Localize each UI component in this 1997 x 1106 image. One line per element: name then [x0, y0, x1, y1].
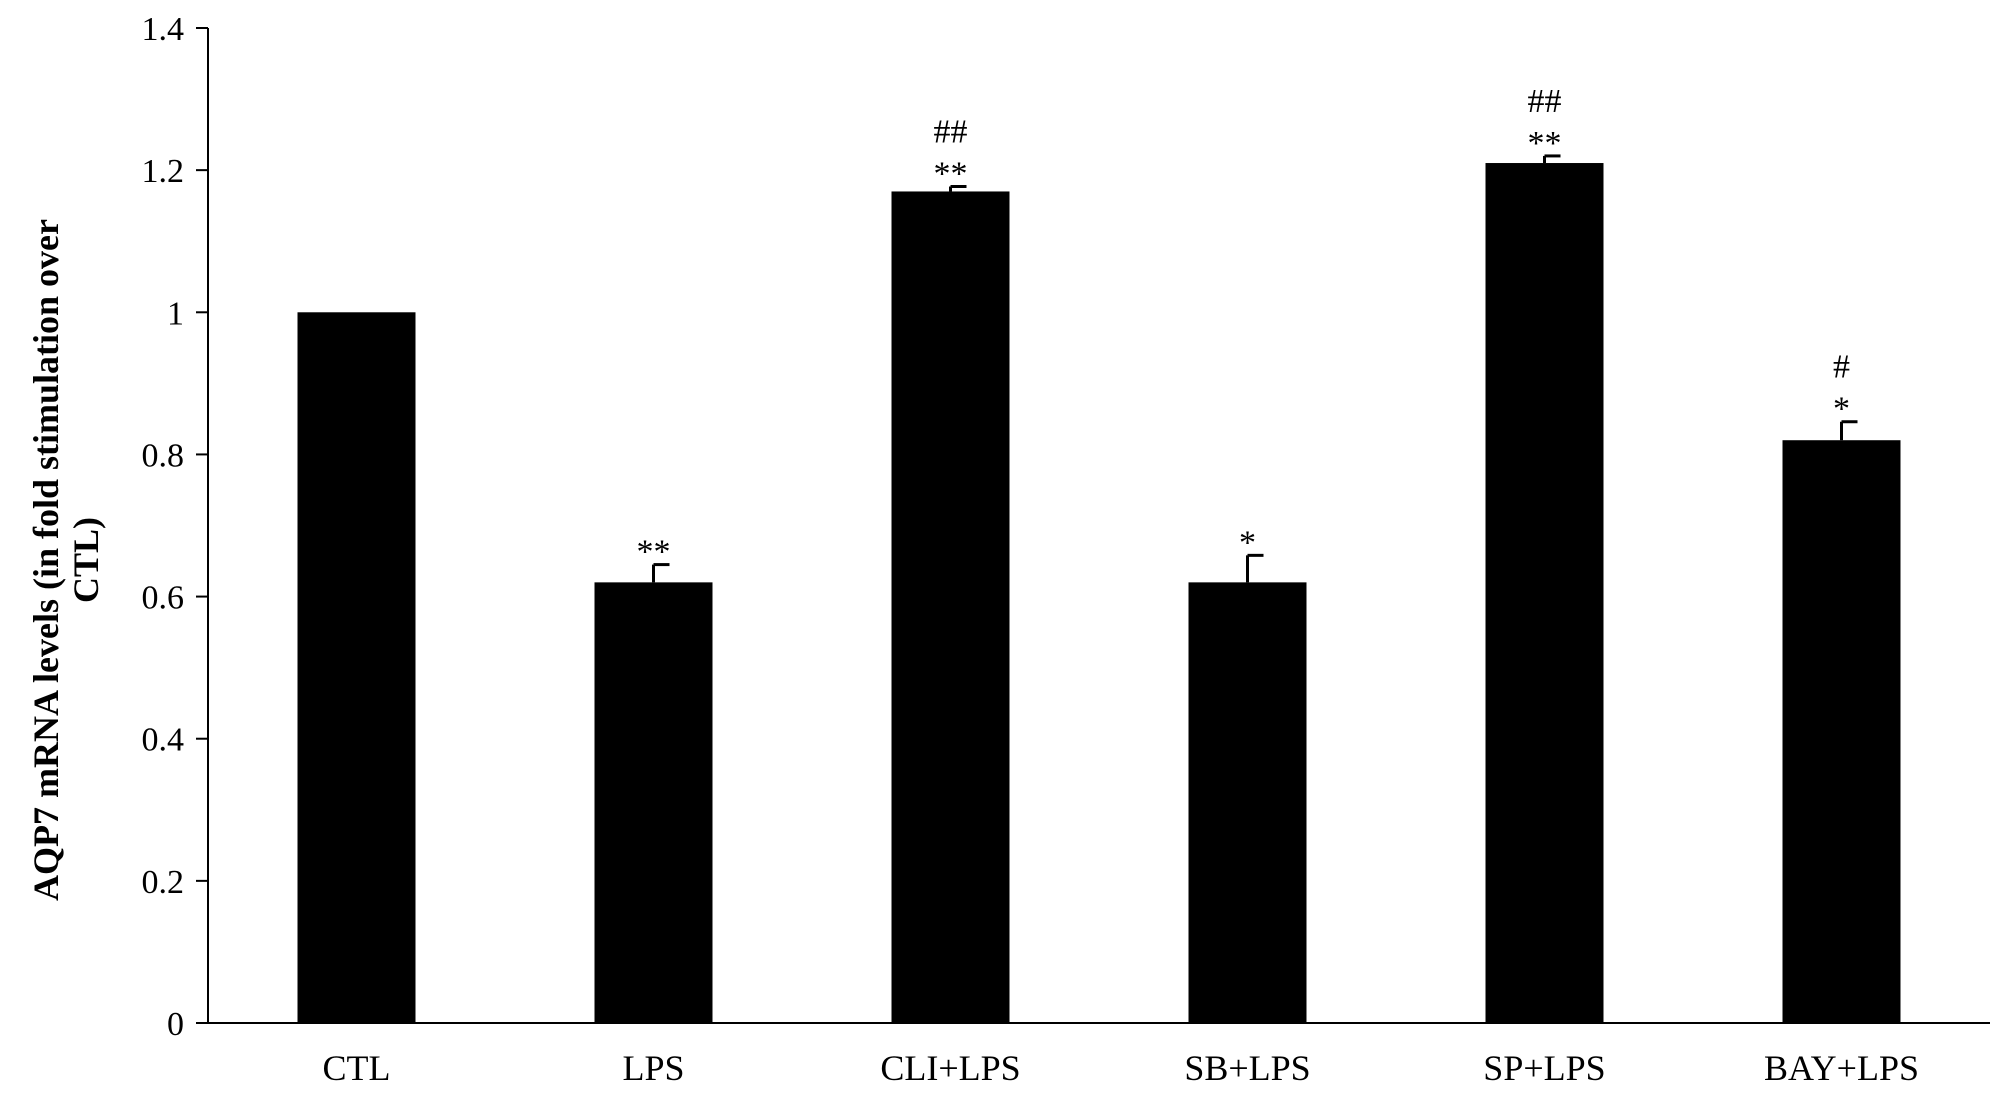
bar [1782, 440, 1901, 1023]
x-tick-label: SP+LPS [1483, 1048, 1605, 1088]
significance-star: ** [1528, 125, 1562, 162]
x-axis: CTL LPS CLI+LPS SB+LPS SP+LPS BAY+LPS [208, 1022, 1990, 1088]
y-tick-label: 0 [167, 1006, 184, 1043]
x-tick-label: CTL [323, 1048, 391, 1088]
significance-star: * [1833, 391, 1850, 428]
y-tick-label: 0.2 [142, 864, 185, 901]
y-tick-label: 1.4 [142, 11, 185, 48]
bar [1485, 163, 1604, 1024]
y-tick-label: 0.8 [142, 437, 185, 474]
significance-star: ** [637, 534, 671, 571]
bar [891, 191, 1010, 1023]
y-tick-label: 1.2 [142, 153, 185, 190]
x-tick-label: LPS [622, 1048, 684, 1088]
bars [297, 163, 1901, 1024]
bar [594, 582, 713, 1023]
significance-hash: ## [1528, 83, 1562, 120]
y-tick-label: 0.6 [142, 580, 185, 617]
y-axis-title-line2: CTL) [66, 517, 106, 603]
bar [1188, 582, 1307, 1023]
significance-hash: # [1833, 349, 1850, 386]
significance-star: * [1239, 524, 1256, 561]
y-axis-title-line1: AQP7 mRNA levels (in fold stimulation ov… [26, 219, 66, 901]
significance-annotations: ****##***##*# [637, 83, 1851, 571]
bar [297, 312, 416, 1023]
y-tick-label: 0.4 [142, 722, 185, 759]
y-axis: 0 0.2 0.4 0.6 0.8 1 1.2 1.4 [142, 11, 209, 1043]
x-tick-label: BAY+LPS [1764, 1048, 1919, 1088]
significance-star: ** [934, 155, 968, 192]
significance-hash: ## [934, 113, 968, 150]
y-tick-label: 1 [167, 295, 184, 332]
x-tick-label: CLI+LPS [880, 1048, 1020, 1088]
x-tick-label: SB+LPS [1184, 1048, 1310, 1088]
error-bars [652, 154, 1858, 583]
